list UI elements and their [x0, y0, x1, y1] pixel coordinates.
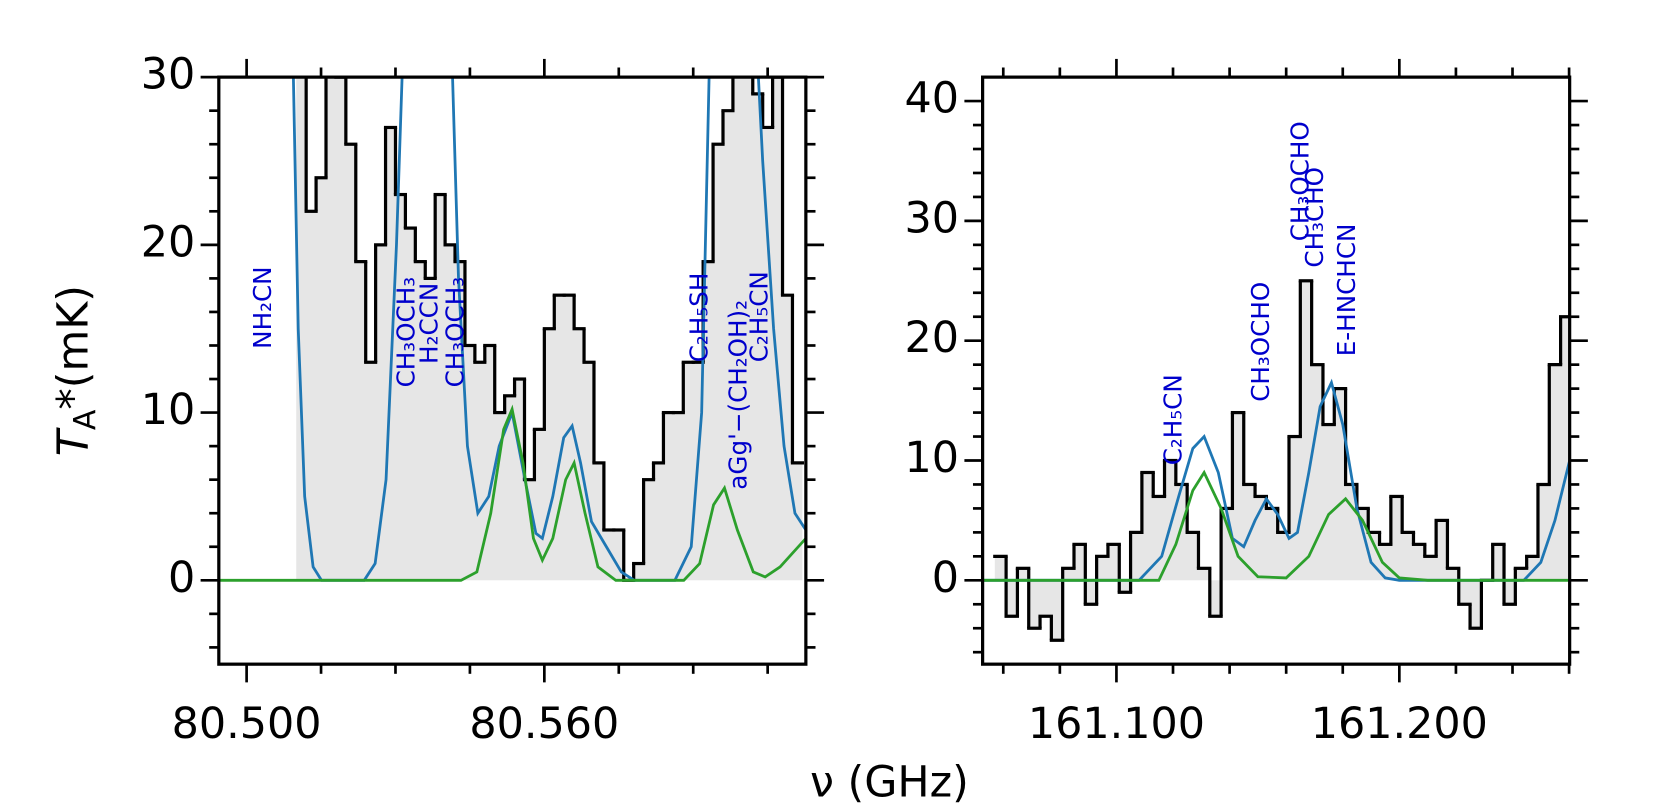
axes-frame	[981, 75, 1572, 666]
plot-area	[218, 77, 806, 582]
x-tick-label: 161.100	[1028, 699, 1205, 749]
y-tick-label: 0	[168, 553, 195, 603]
observed-fill	[296, 77, 803, 581]
line-annotation: CH₃OCH₃	[391, 277, 420, 388]
x-tick-label: 161.200	[1311, 699, 1488, 749]
y-tick-label: 0	[932, 553, 959, 603]
line-annotation: C₂H₅CN	[1158, 374, 1187, 465]
y-label-symbol: T	[48, 427, 98, 456]
line-annotation: H₂CCN	[415, 283, 444, 364]
model-line	[982, 469, 1570, 582]
y-tick-label: 20	[141, 217, 196, 267]
line-annotation: CH₃CHO	[1300, 167, 1329, 268]
line-annotation: CH₃OCH₃	[441, 277, 470, 388]
line-annotation: aGg'−(CH₂OH)₂	[723, 300, 752, 490]
y-label-unit: *(mK)	[48, 285, 98, 410]
y-tick-label: 20	[905, 313, 960, 363]
line-annotation: E-HNCHCN	[1332, 224, 1361, 357]
y-tick-label: 40	[905, 74, 960, 124]
plot-area	[982, 279, 1570, 642]
x-tick-label: 80.500	[172, 699, 322, 749]
x-tick-label: 80.560	[469, 699, 619, 749]
y-tick-label: 10	[905, 433, 960, 483]
line-annotation: CH₃OCHO	[1286, 121, 1315, 241]
line-annotation: CH₃OCHO	[1246, 282, 1275, 402]
line-annotation: C₂H₅CN	[745, 271, 774, 362]
line-annotation: NH₂CN	[248, 266, 277, 348]
y-tick-label: 10	[141, 385, 196, 435]
observed-fill	[994, 280, 1570, 641]
x-axis-label: ν (GHz)	[810, 758, 969, 808]
y-tick-label: 30	[905, 193, 960, 243]
y-tick-label: 30	[141, 50, 196, 100]
step-riser	[304, 77, 795, 581]
model-line	[218, 404, 806, 582]
y-axis-label: TA*(mK)	[48, 285, 103, 456]
line-annotation: C₂H₅SH	[685, 273, 714, 363]
model-line	[982, 378, 1570, 582]
axes-frame	[217, 75, 808, 666]
y-label-subscript: A	[67, 409, 102, 430]
